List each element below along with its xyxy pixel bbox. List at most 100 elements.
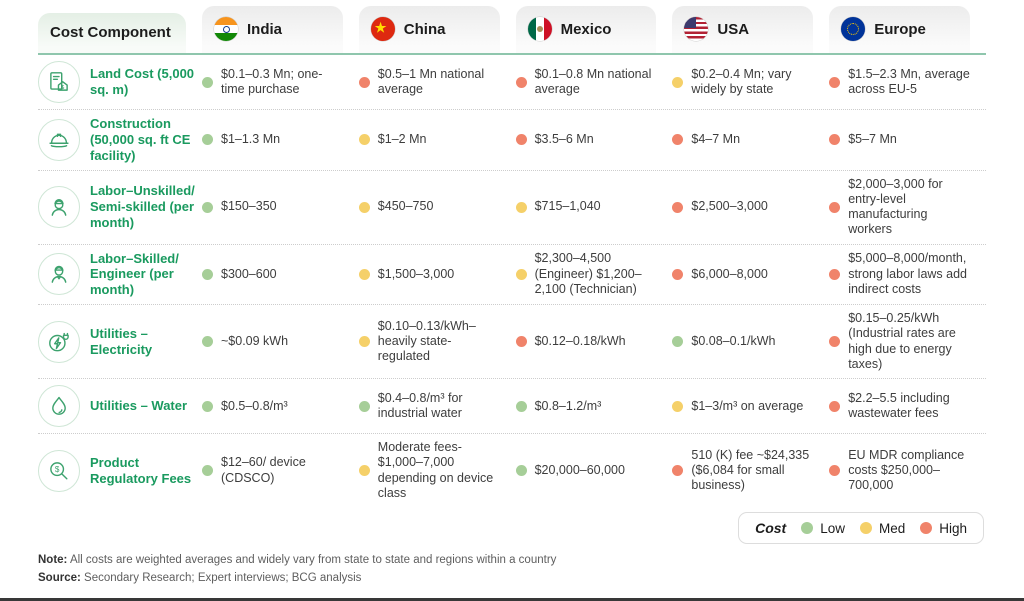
cost-level-dot bbox=[829, 201, 841, 213]
china-flag-icon bbox=[370, 17, 395, 41]
construction-hard-hat-icon bbox=[38, 118, 80, 161]
cell-skilled-usa: $6,000–8,000 bbox=[672, 267, 829, 282]
cost-level-dot bbox=[515, 268, 527, 280]
table-header: Cost Component India China Mexico USA Eu… bbox=[38, 0, 986, 55]
cell-electricity-india: ~$0.09 kWh bbox=[202, 334, 359, 349]
cell-value: $5,000–8,000/month, strong labor laws ad… bbox=[848, 251, 968, 296]
cell-skilled-china: $1,500–3,000 bbox=[358, 267, 516, 282]
europe-flag-icon bbox=[841, 17, 866, 41]
cost-level-dot bbox=[672, 465, 684, 477]
cost-level-dot bbox=[515, 465, 527, 477]
cell-value: $0.4–0.8/m³ for industrial water bbox=[377, 390, 463, 421]
cell-value: $1–2 Mn bbox=[377, 132, 427, 147]
med-cost-dot-icon bbox=[859, 522, 872, 535]
europe-stars-icon bbox=[847, 23, 860, 35]
legend-item-high: High bbox=[920, 521, 967, 536]
mexico-flag-icon bbox=[527, 17, 552, 41]
table-row-utilities-water: Utilities – Water $0.5–0.8/m³ $0.4–0.8/m… bbox=[38, 379, 986, 435]
cell-unskilled-china: $450–750 bbox=[358, 199, 516, 214]
cost-level-dot bbox=[829, 400, 841, 412]
header-india: India bbox=[202, 6, 343, 53]
legend-low-label: Low bbox=[820, 520, 845, 536]
cell-value: ~$0.09 kWh bbox=[221, 334, 289, 349]
cost-level-dot bbox=[202, 201, 213, 213]
cell-regulatory-china: Moderate fees- $1,000–7,000 depending on… bbox=[358, 440, 516, 501]
cell-value: $20,000–60,000 bbox=[534, 463, 625, 478]
usa-flag-icon bbox=[684, 17, 709, 41]
cost-level-dot bbox=[672, 201, 684, 213]
cell-value: EU MDR compliance costs $250,000–700,000 bbox=[848, 447, 965, 493]
cell-regulatory-usa: 510 (K) fee ~$24,335 ($6,084 for small b… bbox=[672, 448, 829, 494]
header-cost-component-label: Cost Component bbox=[50, 24, 171, 41]
cell-electricity-china: $0.10–0.13/kWh–heavily state-regulated bbox=[358, 319, 516, 365]
table-row-labor-unskilled: Labor–Unskilled/ Semi-skilled (per month… bbox=[38, 171, 986, 245]
cell-value: $2,300–4,500 (Engineer) $1,200–2,100 (Te… bbox=[534, 251, 642, 296]
component-label: Labor–Skilled/ Engineer (per month) bbox=[90, 250, 179, 298]
legend-item-low: Low bbox=[801, 521, 845, 536]
cell-value: Moderate fees- $1,000–7,000 depending on… bbox=[377, 440, 494, 500]
unskilled-worker-icon bbox=[38, 186, 80, 229]
header-china-label: China bbox=[403, 20, 446, 38]
cell-value: $12–60/ device (CDSCO) bbox=[221, 455, 306, 485]
cell-value: $300–600 bbox=[221, 266, 277, 281]
footnotes: Note: All costs are weighted averages an… bbox=[38, 552, 1024, 588]
cost-level-dot bbox=[358, 465, 370, 477]
electricity-icon bbox=[38, 320, 80, 363]
cost-level-dot bbox=[515, 201, 527, 213]
component-labor-unskilled: Labor–Unskilled/ Semi-skilled (per month… bbox=[38, 183, 202, 231]
cell-value: $1.5–2.3 Mn, average across EU-5 bbox=[848, 66, 970, 96]
cell-value: $2.2–5.5 including wastewater fees bbox=[848, 390, 950, 421]
source-label: Source: bbox=[38, 571, 81, 584]
cell-water-mexico: $0.8–1.2/m³ bbox=[515, 399, 673, 414]
cost-level-dot bbox=[202, 76, 213, 88]
component-label: Construction (50,000 sq. ft CE facility) bbox=[90, 116, 191, 163]
note-line: Note: All costs are weighted averages an… bbox=[38, 552, 1024, 570]
svg-text:$: $ bbox=[61, 85, 65, 91]
cost-level-dot bbox=[829, 76, 841, 88]
cell-value: $150–350 bbox=[221, 199, 277, 214]
low-cost-dot-icon bbox=[801, 522, 814, 535]
cell-water-europe: $2.2–5.5 including wastewater fees bbox=[829, 391, 986, 422]
cell-unskilled-usa: $2,500–3,000 bbox=[672, 199, 829, 214]
cost-legend: Cost Low Med High bbox=[738, 512, 984, 545]
cell-value: $0.1–0.3 Mn; one-time purchase bbox=[221, 66, 323, 96]
cell-value: $6,000–8,000 bbox=[691, 266, 768, 281]
india-flag-icon bbox=[214, 17, 238, 41]
note-label: Note: bbox=[38, 554, 68, 567]
source-text: Secondary Research; Expert interviews; B… bbox=[84, 571, 362, 584]
cell-unskilled-europe: $2,000–3,000 for entry-level manufacturi… bbox=[829, 177, 986, 238]
bottom-edge-bar bbox=[0, 598, 1024, 601]
cell-water-china: $0.4–0.8/m³ for industrial water bbox=[358, 390, 516, 422]
table-row-construction: Construction (50,000 sq. ft CE facility)… bbox=[38, 110, 986, 171]
cell-land-china: $0.5–1 Mn national average bbox=[358, 67, 516, 98]
cost-level-dot bbox=[358, 201, 370, 213]
component-regulatory-fees: $ Product Regulatory Fees bbox=[38, 449, 202, 492]
cost-level-dot bbox=[515, 76, 527, 88]
table-row-regulatory-fees: $ Product Regulatory Fees $12–60/ device… bbox=[38, 434, 986, 507]
cost-level-dot bbox=[829, 268, 841, 280]
cost-level-dot bbox=[202, 465, 213, 477]
india-chakra-icon bbox=[222, 25, 230, 33]
cell-skilled-india: $300–600 bbox=[202, 267, 359, 282]
cell-water-usa: $1–3/m³ on average bbox=[672, 399, 829, 414]
cell-value: $4–7 Mn bbox=[691, 132, 741, 147]
legend-title: Cost bbox=[755, 520, 787, 537]
header-usa: USA bbox=[672, 6, 814, 53]
cost-level-dot bbox=[358, 134, 370, 146]
cell-value: $2,000–3,000 for entry-level manufacturi… bbox=[848, 176, 943, 237]
cell-value: 510 (K) fee ~$24,335 ($6,084 for small b… bbox=[691, 447, 810, 493]
component-label: Utilities – Electricity bbox=[90, 325, 153, 357]
cost-level-dot bbox=[358, 76, 370, 88]
cell-value: $0.5–0.8/m³ bbox=[221, 398, 288, 413]
header-india-label: India bbox=[247, 20, 283, 38]
legend-high-label: High bbox=[939, 520, 967, 536]
cell-land-usa: $0.2–0.4 Mn; vary widely by state bbox=[672, 67, 829, 98]
cell-construction-india: $1–1.3 Mn bbox=[202, 132, 359, 147]
usa-canton-icon bbox=[684, 17, 697, 28]
cell-value: $0.1–0.8 Mn national average bbox=[534, 66, 652, 96]
cell-construction-europe: $5–7 Mn bbox=[829, 132, 986, 147]
component-label: Labor–Unskilled/ Semi-skilled (per month… bbox=[90, 183, 195, 230]
cell-skilled-mexico: $2,300–4,500 (Engineer) $1,200–2,100 (Te… bbox=[515, 251, 673, 297]
cost-level-dot bbox=[202, 400, 213, 412]
